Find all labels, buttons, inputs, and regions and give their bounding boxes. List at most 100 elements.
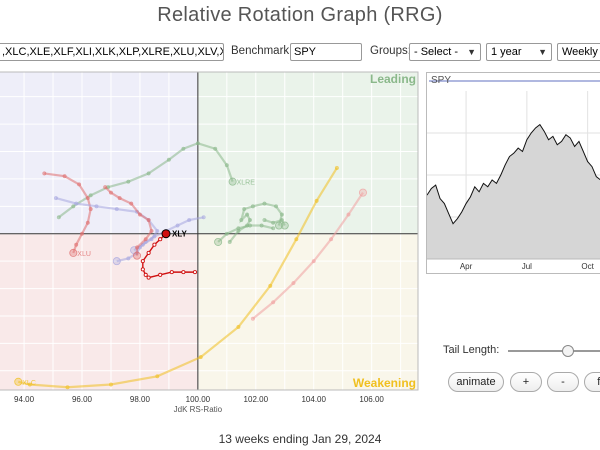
tail-point: [279, 217, 284, 223]
tail-point: [62, 174, 67, 179]
rrg-controls: Tail Length: animate + - fi: [426, 340, 600, 400]
period-select-value: 1 year: [491, 46, 522, 58]
tail-point: [56, 215, 61, 220]
benchmark-label: Benchmark:: [231, 45, 293, 57]
rrg-tails: XLRE XLC XLU XLY: [14, 141, 367, 390]
chevron-down-icon: ▼: [538, 47, 547, 57]
groups-select[interactable]: - Select - ▼: [409, 43, 481, 61]
tail-point: [94, 204, 99, 209]
symbols-input[interactable]: ,XLC,XLE,XLF,XLI,XLK,XLP,XLRE,XLU,XLV,XL: [0, 43, 224, 61]
tail-xlc: XLC: [14, 165, 339, 390]
tail-point: [334, 165, 339, 170]
tail-point: [77, 182, 82, 187]
tail-point: [294, 237, 299, 242]
tail-point: [271, 300, 276, 305]
tail-length-handle[interactable]: [562, 345, 574, 357]
tail-point: [250, 204, 255, 209]
tail-point: [146, 217, 151, 223]
tail-point: [224, 163, 229, 168]
quadrant-lagging: [0, 233, 198, 390]
benchmark-chart: SPY Apr Jul Oct: [427, 75, 600, 271]
x-tick-label: 96.00: [72, 395, 93, 404]
tail-point: [158, 272, 163, 277]
benchmark-chart-title: SPY: [431, 75, 451, 86]
tail-point: [271, 226, 276, 231]
tail-point: [152, 242, 157, 247]
tail-point: [146, 171, 151, 176]
tail-point: [88, 207, 93, 212]
tail-point: [129, 201, 134, 206]
tail-head: [228, 177, 237, 186]
tail-point: [166, 157, 171, 162]
tail-point: [175, 223, 180, 228]
groups-select-value: - Select -: [414, 46, 459, 58]
tail-point: [242, 207, 247, 212]
tail-point: [279, 212, 284, 217]
tail-point: [192, 270, 198, 275]
tail-point: [126, 179, 131, 184]
tail-point: [152, 234, 157, 239]
zoom-in-button[interactable]: +: [510, 372, 542, 392]
tail-label: XLRE: [237, 180, 256, 187]
toolbar: ,XLC,XLE,XLF,XLI,XLK,XLP,XLRE,XLU,XLV,XL…: [0, 43, 600, 65]
tail-point: [236, 324, 241, 329]
tail-xlp: [103, 185, 154, 260]
period-select[interactable]: 1 year ▼: [486, 43, 552, 61]
benchmark-price-area: [427, 124, 600, 259]
tail-head: [14, 377, 23, 386]
tail-label: XLC: [22, 380, 36, 387]
date-range-caption: 13 weeks ending Jan 29, 2024: [218, 432, 382, 446]
benchmark-x-tick-label: Apr: [460, 262, 473, 271]
tail-point: [79, 231, 85, 236]
rrg-chart[interactable]: Leading Weakening XLRE XLC XLU XLY 94.00 96.…: [0, 68, 420, 413]
tail-point: [311, 259, 316, 264]
tail-xli: [262, 217, 289, 230]
zoom-out-button[interactable]: -: [547, 372, 579, 392]
tail-point: [329, 237, 334, 242]
tail-point: [259, 223, 264, 228]
tail-point: [181, 146, 186, 151]
groups-label: Groups:: [370, 45, 411, 57]
tail-point: [158, 237, 163, 242]
tail-head: [214, 237, 223, 246]
benchmark-x-ticks: Apr Jul Oct: [460, 262, 595, 271]
tail-point: [85, 220, 90, 225]
benchmark-input[interactable]: SPY: [290, 43, 362, 61]
tail-label: XLU: [77, 251, 91, 258]
tail-point: [262, 217, 267, 223]
tail-point: [103, 185, 108, 190]
tail-point: [114, 207, 119, 212]
tail-length-slider[interactable]: [508, 345, 600, 357]
tail-xlre: XLRE: [56, 141, 256, 220]
tail-point: [271, 220, 276, 225]
tail-point: [268, 283, 273, 288]
tail-point: [201, 215, 206, 220]
tail-line: [104, 186, 153, 256]
fit-button[interactable]: fi: [584, 372, 600, 392]
tail-point: [346, 212, 351, 217]
tail-line: [116, 216, 204, 263]
tail-point: [74, 201, 79, 206]
benchmark-price-line: [427, 123, 600, 225]
tail-point: [224, 231, 229, 236]
tail-point: [126, 256, 131, 261]
frequency-select[interactable]: Weekly: [557, 43, 600, 61]
tail-head: [69, 248, 78, 257]
tail-xly: XLY: [140, 229, 198, 280]
tail-point: [42, 171, 47, 176]
tail-point: [155, 374, 160, 379]
tail-point: [146, 250, 151, 255]
tail-point: [149, 228, 154, 234]
animate-button[interactable]: animate: [448, 372, 504, 392]
x-tick-label: 98.00: [130, 395, 151, 404]
tail-point: [27, 382, 32, 387]
tail-point: [143, 237, 148, 242]
tail-point: [137, 212, 142, 217]
tail-length-label: Tail Length:: [443, 344, 500, 356]
quadrant-label-leading: Leading: [370, 72, 416, 86]
tail-point: [155, 228, 160, 234]
tail-point: [117, 196, 122, 201]
benchmark-x-tick-label: Jul: [522, 262, 532, 271]
tail-point: [53, 196, 58, 201]
x-tick-label: 94.00: [14, 395, 35, 404]
